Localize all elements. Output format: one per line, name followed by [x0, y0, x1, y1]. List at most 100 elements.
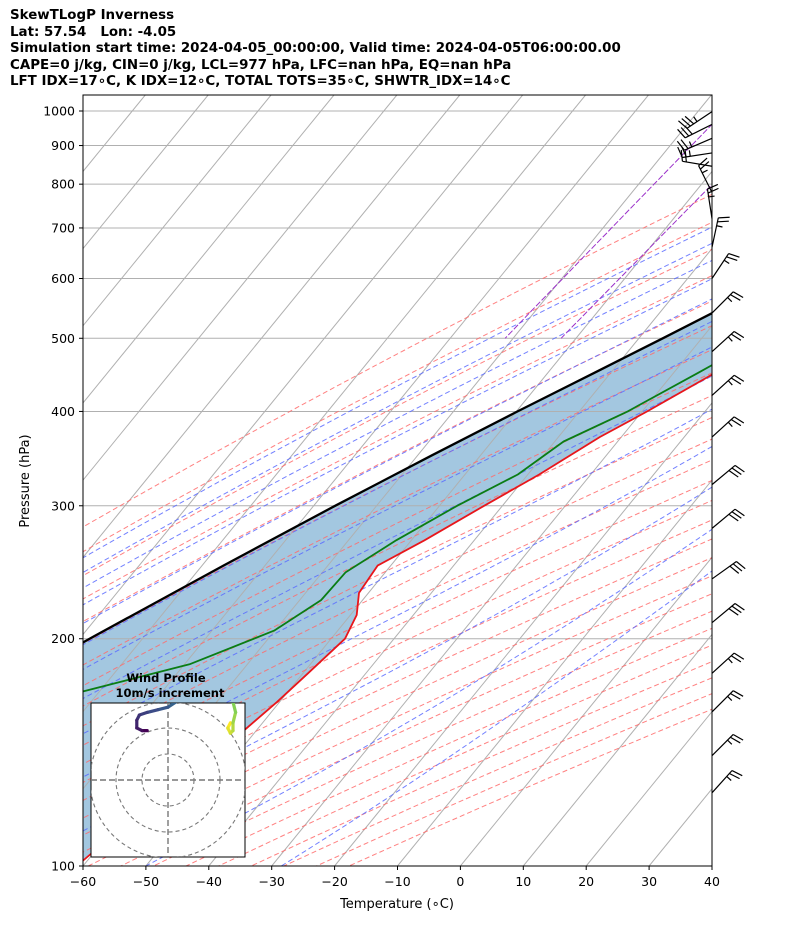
y-tick-label: 800	[51, 177, 75, 192]
moist-adiabat-line	[83, 226, 712, 559]
y-axis-ticks: 100 200 300 400 500 600 700 800 900 1000	[43, 103, 83, 874]
dry-adiabat-line	[83, 300, 712, 623]
x-tick-label: 20	[578, 874, 594, 889]
hodograph-segment	[145, 708, 160, 715]
isotherms	[0, 95, 794, 866]
parcel-profile-line	[83, 311, 712, 644]
wind-barb	[711, 652, 745, 674]
isotherm-line	[208, 247, 712, 866]
isotherm-line	[271, 324, 712, 866]
wind-barbs	[676, 111, 746, 794]
wind-barb	[711, 216, 730, 248]
profile-lines	[83, 311, 712, 862]
wind-barb	[711, 769, 743, 794]
isotherm-line	[83, 95, 398, 481]
y-tick-label: 900	[51, 138, 75, 153]
wind-barb	[711, 603, 745, 624]
moist-adiabats	[83, 226, 712, 866]
x-tick-label: 30	[641, 874, 657, 889]
wind-barb	[711, 464, 745, 486]
dry-adiabats	[83, 193, 712, 866]
x-tick-label: 0	[456, 874, 464, 889]
wind-barb	[706, 183, 719, 219]
wind-barb	[711, 330, 745, 353]
y-tick-label: 400	[51, 404, 75, 419]
x-tick-label: 40	[704, 874, 720, 889]
wind-barb	[711, 561, 746, 580]
y-axis-label: Pressure (hPa)	[18, 434, 33, 527]
y-tick-label: 600	[51, 271, 75, 286]
x-tick-label: −60	[70, 874, 96, 889]
hodograph-title: Wind Profile	[126, 671, 206, 685]
x-tick-label: −50	[133, 874, 159, 889]
hodograph-subtitle: 10m/s increment	[116, 686, 225, 700]
moist-adiabat-line	[83, 486, 712, 832]
moist-adiabat-line	[83, 259, 712, 589]
moist-adiabat-line	[83, 346, 712, 670]
isotherm-line	[83, 95, 335, 404]
isotherm-line	[83, 95, 586, 713]
y-tick-label: 200	[51, 631, 75, 646]
dry-adiabat-line	[83, 193, 712, 528]
dry-adiabat-line	[83, 349, 712, 666]
chart-title: SkewTLogP Inverness	[10, 8, 175, 23]
wind-barb	[711, 374, 745, 396]
wind-barb	[711, 252, 740, 279]
moist-adiabat-line	[83, 445, 712, 778]
x-tick-label: −10	[384, 874, 410, 889]
dry-adiabat-line	[83, 248, 712, 577]
wind-barb	[711, 733, 744, 757]
dry-adiabat-line	[83, 416, 712, 727]
hodograph-segment	[231, 703, 238, 715]
x-tick-label: −30	[259, 874, 285, 889]
isotherm-line	[334, 402, 712, 866]
hodograph-plot	[91, 703, 245, 857]
time-line: Simulation start time: 2024-04-05_00:00:…	[10, 41, 621, 56]
x-tick-label: 10	[515, 874, 531, 889]
isotherm-line	[0, 95, 82, 866]
dry-adiabat-line	[83, 519, 712, 819]
isotherm-line	[83, 95, 524, 636]
isotherm-line	[83, 95, 272, 327]
hodograph-segment	[156, 705, 170, 712]
temperature-profile-line	[83, 373, 712, 862]
moist-adiabat-line	[83, 278, 712, 606]
dry-adiabat-line	[83, 459, 712, 765]
x-tick-label: −40	[196, 874, 222, 889]
x-axis-ticks: −60 −50 −40 −30 −20 −10 0 10 20 30 40	[70, 866, 720, 889]
isotherm-line	[83, 95, 209, 250]
isotherm-line	[711, 865, 712, 866]
dry-adiabat-line	[83, 499, 712, 801]
wind-barb	[680, 149, 713, 167]
wind-barb	[711, 291, 744, 314]
y-tick-label: 300	[51, 498, 75, 513]
isotherm-line	[775, 95, 794, 866]
isotherm-line	[83, 95, 461, 559]
isotherm-line	[145, 170, 712, 866]
hodograph-segment	[231, 710, 238, 725]
indices-line: LFT IDX=17∘C, K IDX=12∘C, TOTAL TOTS=35∘…	[10, 74, 511, 89]
wind-barb	[677, 123, 713, 139]
chart-header: SkewTLogP Inverness Lat: 57.54 Lon: -4.0…	[10, 8, 790, 91]
y-tick-label: 500	[51, 331, 75, 346]
mixing-ratio-line	[560, 183, 712, 339]
isotherm-line	[460, 556, 712, 866]
wind-barb	[711, 690, 744, 713]
dry-adiabat-line	[83, 221, 712, 553]
cape-line: CAPE=0 j/kg, CIN=0 j/kg, LCL=977 hPa, LF…	[10, 57, 512, 73]
hodograph-inset: Wind Profile 10m/s increment	[90, 671, 246, 858]
x-axis-label: Temperature (∘C)	[339, 897, 454, 912]
wind-barb	[711, 416, 745, 438]
isotherm-line	[585, 710, 712, 866]
y-tick-label: 100	[51, 859, 75, 874]
dewpoint-profile-line	[83, 364, 712, 693]
moist-adiabat-line	[83, 375, 712, 700]
dry-adiabat-line	[83, 372, 712, 687]
moist-adiabat-line	[83, 242, 712, 573]
isotherm-line	[522, 633, 712, 866]
wind-barb	[711, 508, 745, 529]
y-tick-label: 1000	[43, 103, 75, 118]
location-line: Lat: 57.54 Lon: -4.05	[10, 24, 177, 40]
x-tick-label: −20	[321, 874, 347, 889]
